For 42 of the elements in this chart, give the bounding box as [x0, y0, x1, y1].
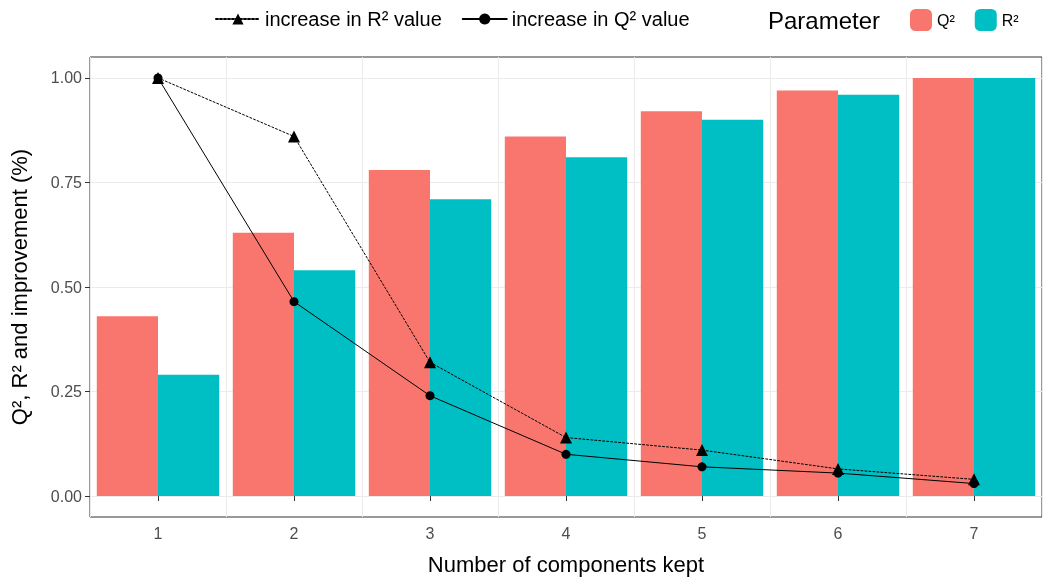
y-tick-label: 0.25 [50, 383, 83, 401]
bar [158, 374, 220, 497]
y-tick-label: 0.75 [50, 173, 83, 191]
point [425, 391, 435, 401]
bar [640, 111, 702, 497]
point [560, 431, 572, 444]
bar [702, 119, 764, 497]
x-tick-label: 6 [833, 524, 843, 542]
y-tick-label: 0.50 [50, 278, 83, 296]
bar [974, 77, 1036, 497]
bar [838, 94, 900, 497]
y-axis-title: Q², R² and improvement (%) [6, 148, 32, 426]
point [424, 356, 436, 369]
bar [776, 90, 838, 497]
legend-label: Q² [937, 11, 956, 29]
bar [232, 232, 294, 497]
y-tick-label: 1.00 [50, 69, 83, 87]
legend-label: increase in R² value [265, 8, 442, 30]
x-tick-label: 2 [289, 524, 299, 542]
point [697, 462, 707, 472]
legend-label: increase in Q² value [511, 8, 690, 30]
bar [96, 316, 158, 497]
x-tick-label: 5 [697, 524, 707, 542]
bar [294, 270, 356, 497]
point [288, 130, 300, 143]
x-tick-label: 7 [969, 524, 979, 542]
bar [912, 77, 974, 497]
point [969, 479, 979, 489]
bar [504, 136, 566, 497]
point [696, 444, 708, 457]
y-tick-label: 0.00 [50, 487, 83, 505]
bar [430, 199, 492, 497]
bar [368, 169, 430, 497]
point [561, 449, 571, 459]
point [289, 297, 299, 307]
legend-title: Parameter [768, 6, 881, 34]
x-tick-label: 1 [153, 524, 163, 542]
x-tick-label: 3 [425, 524, 435, 542]
x-tick-label: 4 [561, 524, 571, 542]
legend-label: R² [1001, 11, 1020, 29]
x-axis-title: Number of components kept [427, 551, 705, 577]
bar [566, 157, 628, 497]
